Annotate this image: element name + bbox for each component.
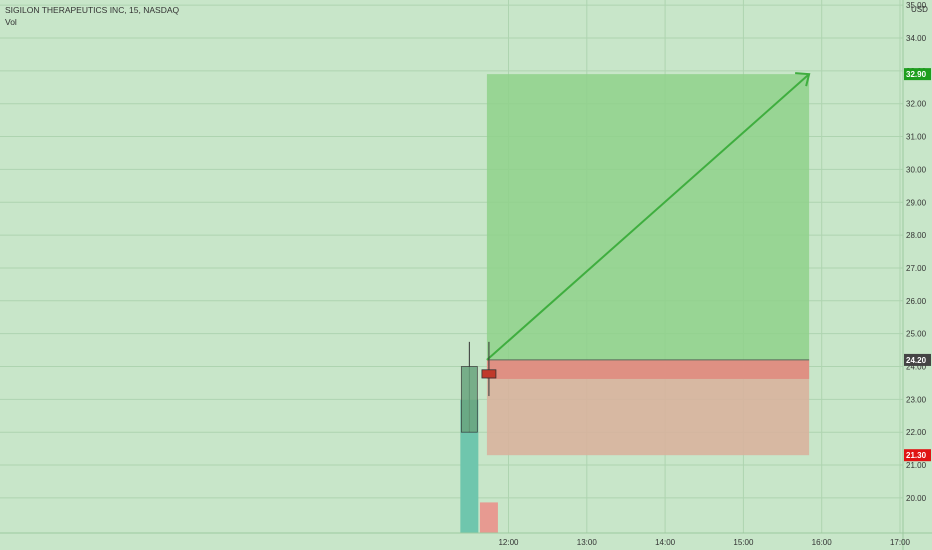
volume-layer — [460, 400, 498, 533]
time-tick-label: 16:00 — [812, 538, 833, 547]
time-tick-label: 17:00 — [890, 538, 911, 547]
stop-price-label-bg — [904, 449, 931, 462]
price-tick-label: 28.00 — [906, 231, 927, 240]
price-tick-label: 30.00 — [906, 165, 927, 174]
candle-body — [460, 366, 478, 433]
price-tick-label: 23.00 — [906, 395, 927, 404]
projection-arrow — [486, 73, 810, 361]
time-tick-label: 12:00 — [498, 538, 519, 547]
price-tick-label: 27.00 — [906, 264, 927, 273]
price-unit-label: USD — [911, 5, 928, 14]
symbol-title[interactable]: SIGILON THERAPEUTICS INC, 15, NASDAQ — [5, 5, 180, 15]
time-tick-label: 15:00 — [733, 538, 754, 547]
price-tick-label: 35.00 — [906, 1, 927, 10]
position-tool[interactable] — [486, 72, 811, 456]
price-tick-label: 32.00 — [906, 100, 927, 109]
projection-arrowhead — [795, 72, 811, 87]
price-tick-label: 29.00 — [906, 198, 927, 207]
price-tick-label: 21.00 — [906, 461, 927, 470]
volume-bar — [479, 502, 498, 533]
target-price-label: 32.90 — [906, 70, 927, 79]
price-tick-label: 34.00 — [906, 34, 927, 43]
candle-layer — [460, 341, 497, 433]
price-tick-label: 26.00 — [906, 297, 927, 306]
entry-price-label-bg — [904, 353, 931, 366]
price-tick-label: 31.00 — [906, 133, 927, 142]
price-tick-label: 25.00 — [906, 330, 927, 339]
price-tick-label: 24.00 — [906, 363, 927, 372]
loss-zone-band — [486, 359, 810, 379]
entry-price-label: 24.20 — [906, 356, 927, 365]
volume-label: Vol — [5, 17, 17, 27]
price-tick-label: 20.00 — [906, 494, 927, 503]
time-axis: 12:00 13:00 14:00 15:00 16:00 17:00 — [0, 532, 932, 547]
volume-bar — [460, 400, 479, 533]
time-tick-label: 13:00 — [577, 538, 598, 547]
target-price-label-bg — [904, 68, 931, 81]
candle-body — [481, 369, 497, 379]
price-axis: 20.00 21.00 22.00 23.00 24.00 25.00 26.00 27.00… — [902, 0, 931, 550]
chart-legend: SIGILON THERAPEUTICS INC, 15, NASDAQ Vol — [5, 4, 179, 28]
stop-price-label: 21.30 — [906, 451, 927, 460]
time-tick-label: 14:00 — [655, 538, 676, 547]
price-tick-label: 22.00 — [906, 428, 927, 437]
